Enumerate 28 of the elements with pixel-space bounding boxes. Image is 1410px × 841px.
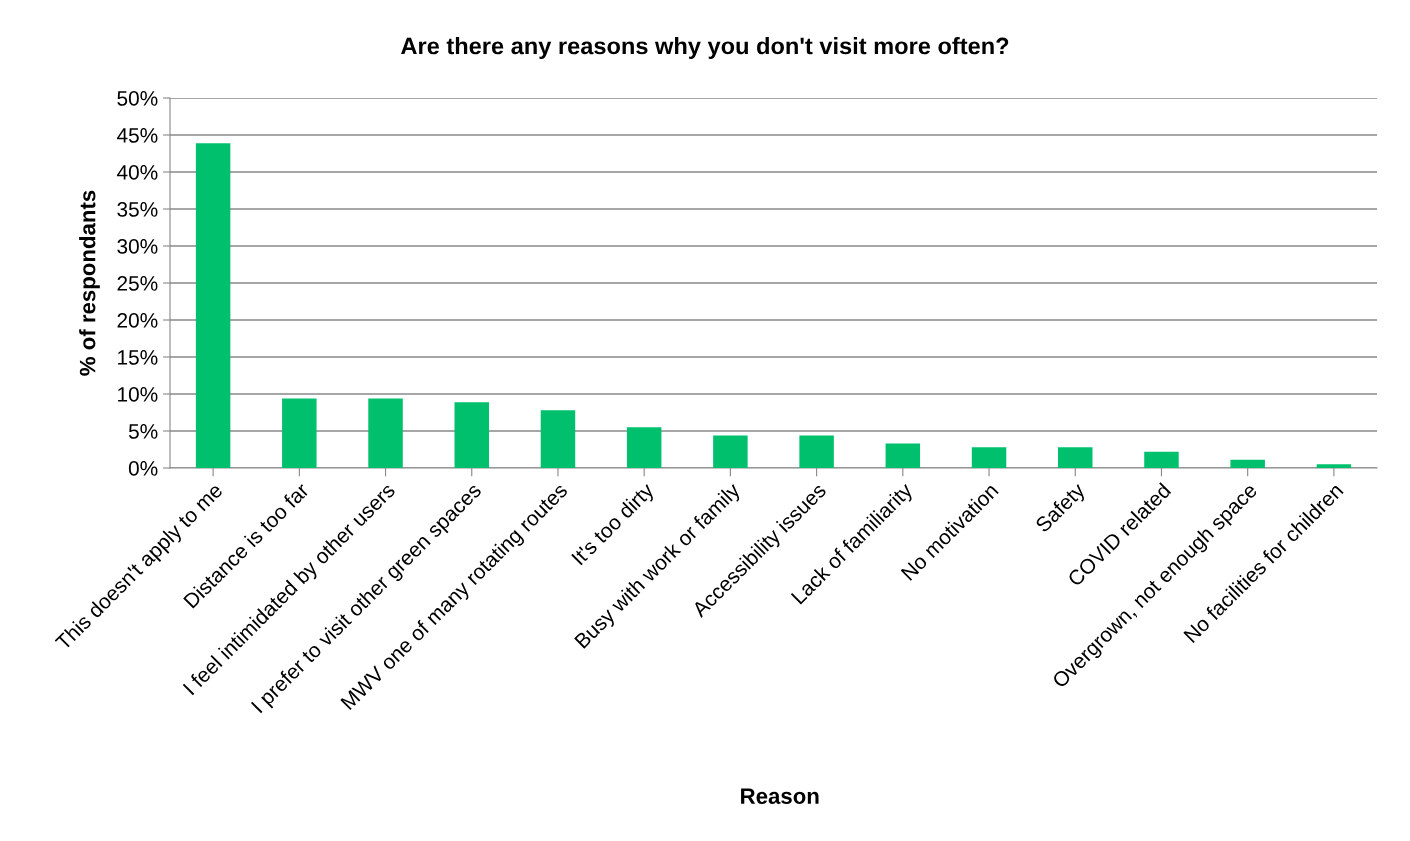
bar: [971, 447, 1007, 468]
bar: [1058, 447, 1093, 468]
bar: [1230, 459, 1265, 468]
bar: [1316, 464, 1352, 468]
y-tick-label: 0%: [128, 461, 158, 476]
bar: [195, 143, 231, 468]
chart-title: Are there any reasons why you don't visit more often?: [401, 37, 1009, 59]
y-tick-label: 5%: [128, 424, 158, 439]
y-axis-title: % of respondants: [79, 190, 100, 376]
bar: [454, 402, 489, 468]
bar: [713, 435, 748, 468]
bar: [799, 435, 834, 468]
x-axis-title: Reason: [741, 788, 819, 804]
bar: [368, 398, 403, 468]
y-tick-label: 25%: [117, 276, 158, 291]
bar: [1144, 451, 1179, 468]
bar: [626, 427, 662, 468]
bar: [282, 398, 317, 468]
y-tick-label: 40%: [116, 165, 158, 180]
y-tick-label: 50%: [117, 91, 158, 106]
bar: [885, 443, 921, 468]
y-tick-label: 35%: [117, 202, 158, 217]
y-tick-label: 20%: [117, 313, 158, 328]
y-tick-label: 30%: [117, 239, 158, 254]
y-tick-label: 15%: [118, 350, 158, 365]
y-tick-label: 10%: [118, 387, 158, 402]
bar: [540, 410, 576, 468]
y-tick-label: 45%: [116, 128, 158, 143]
